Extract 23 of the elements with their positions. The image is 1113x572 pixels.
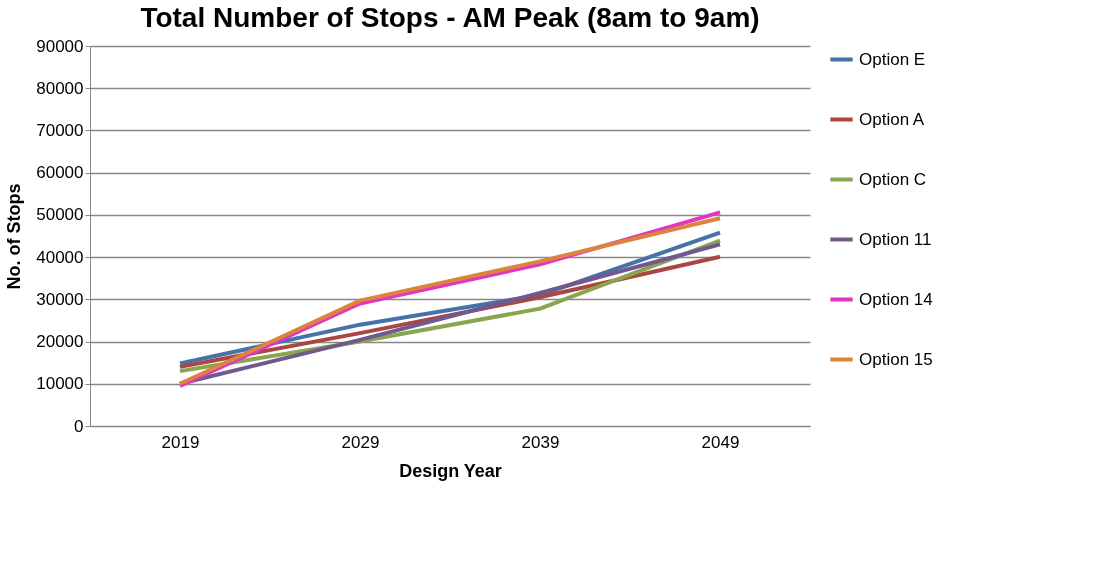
y-tick-label: 70000: [36, 120, 84, 140]
y-tick-label: 80000: [36, 78, 84, 98]
y-tick-label: 0: [74, 416, 84, 436]
y-tick-label: 40000: [36, 247, 84, 267]
legend-label: Option 15: [859, 349, 933, 369]
legend-label: Option A: [859, 109, 925, 129]
legend-label: Option 14: [859, 289, 933, 309]
x-axis-title: Design Year: [399, 460, 502, 481]
y-tick-label: 50000: [36, 205, 84, 225]
x-tick-label: 2029: [341, 432, 380, 452]
legend-label: Option E: [859, 49, 926, 69]
y-tick-label: 20000: [36, 332, 84, 352]
legend-label: Option C: [859, 169, 927, 189]
chart-title: Total Number of Stops - AM Peak (8am to 9am): [140, 2, 760, 33]
y-axis-title: No. of Stops: [4, 183, 25, 290]
y-tick-label: 90000: [36, 36, 84, 56]
legend-label: Option 11: [859, 229, 932, 249]
x-tick-label: 2039: [521, 432, 560, 452]
y-tick-label: 10000: [36, 374, 84, 394]
x-tick-label: 2049: [701, 432, 740, 452]
y-tick-label: 60000: [36, 163, 84, 183]
x-tick-label: 2019: [161, 432, 200, 452]
y-tick-label: 30000: [36, 289, 84, 309]
